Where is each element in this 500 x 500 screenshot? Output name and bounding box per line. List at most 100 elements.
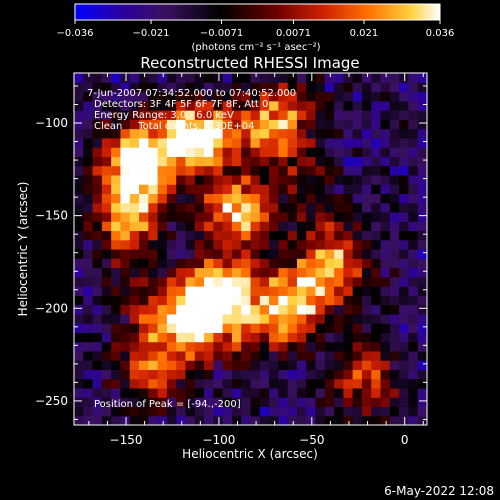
- info-line-energy: Energy Range: 3.0 - 6.0 keV: [94, 110, 234, 121]
- heatmap-cell: [194, 360, 205, 371]
- heatmap-cell: [176, 239, 187, 250]
- heatmap-cell: [371, 119, 382, 130]
- heatmap-cell: [213, 156, 224, 167]
- heatmap-cell: [101, 239, 112, 250]
- heatmap-cell: [74, 378, 84, 389]
- heatmap-cell: [306, 387, 317, 398]
- heatmap-cell: [259, 82, 270, 93]
- heatmap-cell: [176, 82, 187, 93]
- heatmap-cell: [176, 174, 187, 185]
- heatmap-cell: [278, 137, 289, 148]
- heatmap-cell: [389, 100, 400, 111]
- heatmap-cell: [129, 267, 140, 278]
- heatmap-cell: [213, 350, 224, 361]
- heatmap-cell: [408, 137, 419, 148]
- heatmap-cell: [417, 211, 427, 222]
- heatmap-cell: [213, 286, 224, 296]
- heatmap-cell: [74, 276, 84, 287]
- heatmap-cell: [176, 313, 187, 324]
- heatmap-cell: [352, 387, 363, 398]
- heatmap-cell: [204, 91, 214, 102]
- heatmap-cell: [120, 137, 131, 148]
- colorbar-tick-label: −0.021: [133, 28, 170, 39]
- heatmap-cell: [166, 100, 177, 111]
- heatmap-cell: [389, 267, 400, 278]
- heatmap-cell: [83, 406, 94, 417]
- heatmap-cell: [389, 341, 400, 352]
- y-tick-label: −150: [35, 209, 68, 223]
- heatmap-cell: [352, 193, 363, 204]
- heatmap-cell: [139, 91, 149, 102]
- heatmap-cell: [361, 147, 372, 157]
- heatmap-cell: [361, 128, 372, 139]
- heatmap-cell: [213, 341, 224, 352]
- heatmap-cell: [380, 295, 391, 306]
- heatmap-cell: [278, 406, 289, 417]
- heatmap-cell: [111, 137, 122, 148]
- heatmap-cell: [241, 221, 252, 232]
- heatmap-cell: [101, 286, 112, 296]
- heatmap-cell: [166, 128, 177, 139]
- heatmap-cell: [120, 295, 131, 306]
- heatmap-cell: [399, 239, 410, 250]
- heatmap-cell: [213, 221, 224, 232]
- heatmap-cell: [194, 119, 205, 130]
- heatmap-cell: [166, 184, 177, 195]
- heatmap-cell: [315, 276, 326, 287]
- heatmap-cell: [389, 137, 400, 148]
- heatmap-cell: [361, 82, 372, 93]
- heatmap-cell: [306, 304, 317, 315]
- heatmap-cell: [306, 295, 317, 306]
- heatmap-cell: [129, 137, 140, 148]
- heatmap-cell: [120, 174, 131, 185]
- heatmap-cell: [361, 341, 372, 352]
- heatmap-cell: [250, 360, 261, 371]
- heatmap-cell: [166, 313, 177, 324]
- heatmap-cell: [315, 156, 326, 167]
- heatmap-cell: [166, 230, 177, 241]
- heatmap-cell: [185, 100, 196, 111]
- heatmap-cell: [389, 249, 400, 259]
- heatmap-cell: [371, 332, 382, 343]
- heatmap-cell: [120, 193, 131, 204]
- heatmap-cell: [222, 267, 233, 278]
- heatmap-cell: [269, 110, 279, 120]
- heatmap-cell: [241, 193, 252, 204]
- heatmap-cell: [92, 202, 103, 213]
- heatmap-cell: [296, 174, 307, 185]
- heatmap-cell: [194, 415, 205, 425]
- heatmap-cell: [361, 100, 372, 111]
- heatmap-cell: [92, 397, 103, 408]
- heatmap-cell: [185, 147, 196, 157]
- heatmap-cell: [343, 128, 354, 139]
- heatmap-cell: [213, 211, 224, 222]
- heatmap-cell: [120, 304, 131, 315]
- heatmap-cell: [194, 165, 205, 176]
- heatmap-cell: [92, 304, 103, 315]
- heatmap-cell: [343, 341, 354, 352]
- heatmap-cell: [222, 128, 233, 139]
- heatmap-cell: [231, 110, 242, 120]
- heatmap-cell: [371, 258, 382, 269]
- heatmap-cell: [408, 128, 419, 139]
- heatmap-cell: [296, 100, 307, 111]
- heatmap-cell: [324, 323, 335, 333]
- heatmap-cell: [120, 230, 131, 241]
- heatmap-cell: [83, 286, 94, 296]
- heatmap-cell: [92, 73, 103, 83]
- heatmap-cell: [352, 406, 363, 417]
- heatmap-cell: [408, 350, 419, 361]
- heatmap-cell: [417, 267, 427, 278]
- heatmap-cell: [352, 230, 363, 241]
- heatmap-cell: [111, 128, 122, 139]
- heatmap-cell: [408, 295, 419, 306]
- heatmap-cell: [176, 258, 187, 269]
- heatmap-cell: [148, 267, 159, 278]
- heatmap-cell: [231, 128, 242, 139]
- heatmap-cell: [287, 276, 298, 287]
- heatmap-cell: [371, 267, 382, 278]
- heatmap-cell: [408, 369, 419, 380]
- heatmap-cell: [417, 286, 427, 296]
- heatmap-cell: [129, 110, 140, 120]
- heatmap-cell: [231, 73, 242, 83]
